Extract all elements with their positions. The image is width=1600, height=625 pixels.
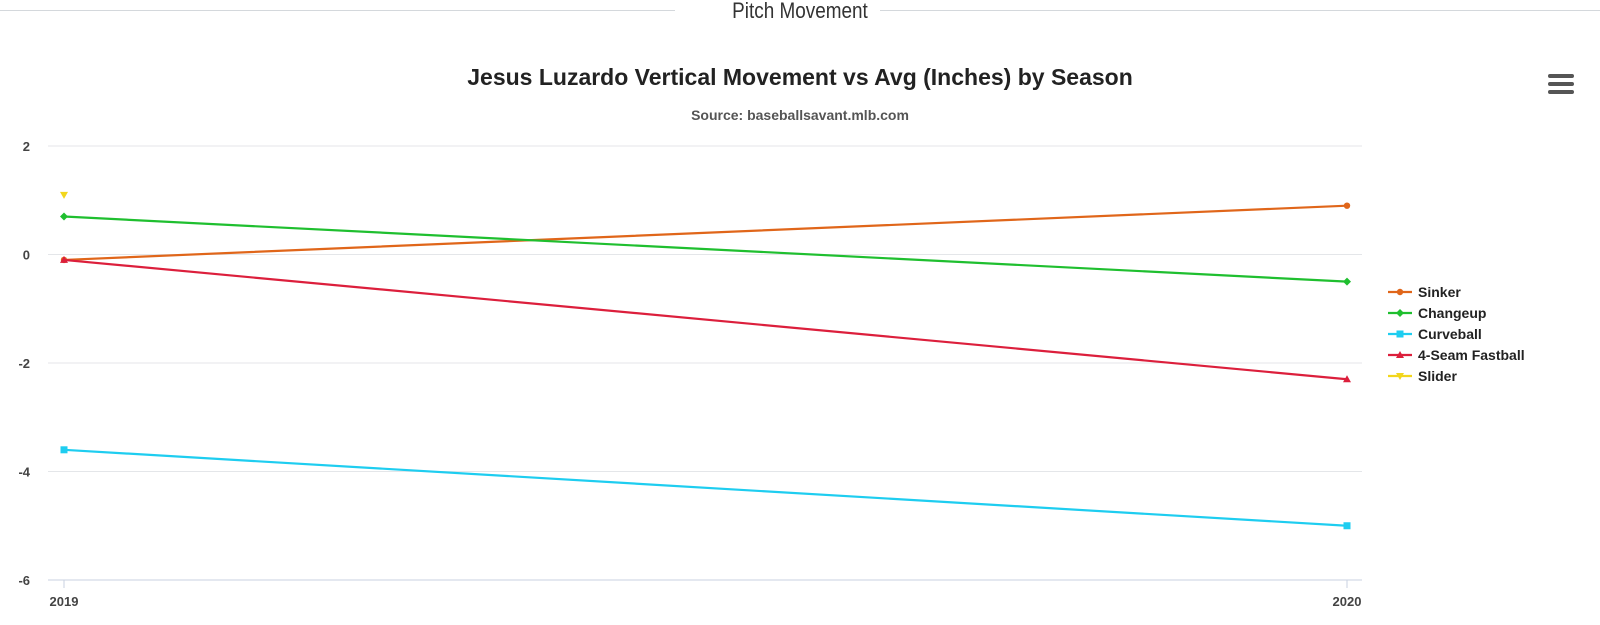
x-tick-label: 2020 xyxy=(1333,594,1362,609)
data-point-changeup xyxy=(1343,277,1351,286)
data-point-4-seam-fastball xyxy=(1343,375,1351,383)
y-tick-label: -4 xyxy=(18,465,30,480)
legend-label: Sinker xyxy=(1418,284,1461,300)
data-point-curveball xyxy=(1343,522,1351,530)
data-point-curveball xyxy=(60,446,68,454)
legend-item-changeup[interactable]: Changeup xyxy=(1388,305,1486,321)
legend-item-slider[interactable]: Slider xyxy=(1388,368,1457,384)
chart-title: Jesus Luzardo Vertical Movement vs Avg (… xyxy=(467,64,1133,90)
series-lines xyxy=(60,191,1351,530)
legend-marker xyxy=(1396,330,1404,338)
axes: 2 0 -2 -4 -6 2019 2020 xyxy=(18,139,1362,609)
y-tick-label: 2 xyxy=(23,139,30,154)
legend-item-4-seam-fastball[interactable]: 4-Seam Fastball xyxy=(1388,347,1525,363)
section-title: Pitch Movement xyxy=(732,0,868,23)
legend-label: 4-Seam Fastball xyxy=(1418,347,1525,363)
legend-label: Curveball xyxy=(1418,326,1482,342)
legend-marker xyxy=(1396,351,1404,358)
hamburger-menu-icon[interactable] xyxy=(1548,74,1574,96)
series-line-4-seam-fastball xyxy=(62,258,1349,381)
menu-bar xyxy=(1548,74,1574,78)
legend: Sinker Changeup Curveball 4-Seam Fastball Sl… xyxy=(1388,284,1525,384)
legend-label: Changeup xyxy=(1418,305,1486,321)
section-divider-right xyxy=(880,10,1600,11)
series-line-changeup xyxy=(62,215,1349,283)
chart-subtitle: Source: baseballsavant.mlb.com xyxy=(691,107,909,123)
data-point-4-seam-fastball xyxy=(60,255,68,263)
series-line-sinker xyxy=(62,204,1349,262)
menu-bar xyxy=(1548,82,1574,86)
section-header: Pitch Movement xyxy=(0,0,1600,24)
y-tick-label: -6 xyxy=(18,573,30,588)
y-tick-label: -2 xyxy=(18,356,30,371)
legend-marker xyxy=(1396,288,1404,296)
data-point-changeup xyxy=(60,212,68,221)
legend-marker xyxy=(1396,309,1404,317)
menu-bar xyxy=(1548,90,1574,94)
data-point-slider xyxy=(60,191,68,199)
legend-item-curveball[interactable]: Curveball xyxy=(1388,326,1482,342)
section-divider-left xyxy=(0,10,675,11)
legend-label: Slider xyxy=(1418,368,1457,384)
legend-item-sinker[interactable]: Sinker xyxy=(1388,284,1461,300)
y-tick-label: 0 xyxy=(23,248,30,263)
grid-lines xyxy=(48,145,1362,472)
x-tick-label: 2019 xyxy=(50,594,79,609)
series-line-curveball xyxy=(62,448,1349,527)
legend-marker xyxy=(1396,373,1404,380)
data-point-sinker xyxy=(1343,202,1351,209)
